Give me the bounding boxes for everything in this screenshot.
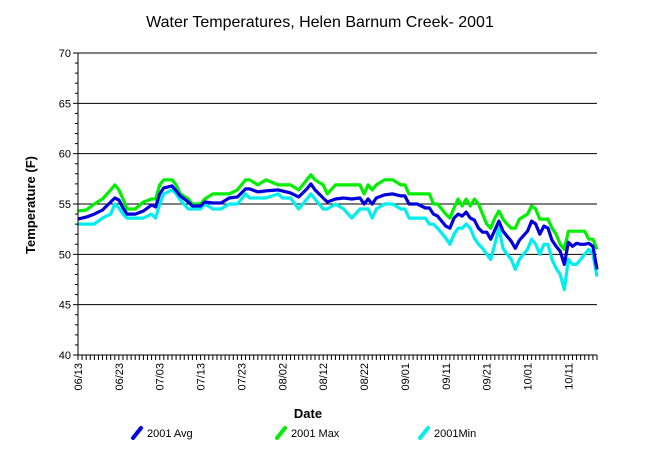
x-tick-label: 08/12 bbox=[318, 363, 330, 391]
x-axis-ticks: 06/13 06/23 07/03 07/13 07/23 08/02 08/12 08/22… bbox=[73, 355, 598, 391]
legend-item-1: 2001 Max bbox=[275, 426, 340, 440]
y-tick-label: 70 bbox=[59, 48, 71, 60]
x-tick-label: 08/22 bbox=[359, 363, 371, 391]
marker-icon bbox=[275, 426, 287, 440]
y-tick-label: 65 bbox=[59, 98, 71, 110]
y-axis-label: Temperature (F) bbox=[23, 156, 38, 254]
legend-label: 2001 Avg bbox=[147, 428, 193, 440]
marker-icon bbox=[131, 426, 143, 440]
x-tick-label: 07/03 bbox=[155, 363, 167, 391]
gridlines bbox=[78, 52, 597, 306]
legend-label: 2001Min bbox=[434, 428, 476, 440]
x-tick-label: 07/13 bbox=[196, 363, 208, 391]
y-axis-ticks: 40 45 50 55 60 65 70 bbox=[59, 48, 78, 362]
x-tick-label: 10/11 bbox=[563, 363, 575, 390]
x-tick-label: 09/01 bbox=[400, 363, 412, 391]
legend-item-2: 2001Min bbox=[418, 426, 476, 440]
y-tick-label: 40 bbox=[59, 350, 71, 362]
y-tick-label: 45 bbox=[59, 300, 71, 312]
x-tick-label: 09/21 bbox=[482, 363, 494, 391]
y-tick-label: 60 bbox=[59, 149, 71, 161]
series-line-2 bbox=[78, 188, 599, 292]
legend-label: 2001 Max bbox=[291, 428, 340, 440]
series-lines bbox=[77, 173, 599, 292]
x-axis-label: Date bbox=[294, 406, 322, 421]
legend-item-0: 2001 Avg bbox=[131, 426, 193, 440]
y-tick-label: 50 bbox=[59, 249, 71, 261]
legend: 2001 Avg 2001 Max 2001Min bbox=[131, 426, 476, 440]
marker-icon bbox=[418, 426, 430, 440]
series-line-0 bbox=[77, 182, 599, 270]
x-tick-label: 10/01 bbox=[523, 363, 535, 391]
y-tick-label: 55 bbox=[59, 199, 71, 211]
x-tick-label: 07/23 bbox=[237, 363, 249, 391]
x-tick-label: 09/11 bbox=[441, 363, 453, 390]
chart-title: Water Temperatures, Helen Barnum Creek- … bbox=[146, 14, 494, 31]
x-tick-label: 06/23 bbox=[114, 363, 126, 391]
series-line-1 bbox=[77, 173, 599, 251]
x-tick-label: 06/13 bbox=[73, 363, 85, 391]
x-tick-label: 08/02 bbox=[277, 363, 289, 391]
